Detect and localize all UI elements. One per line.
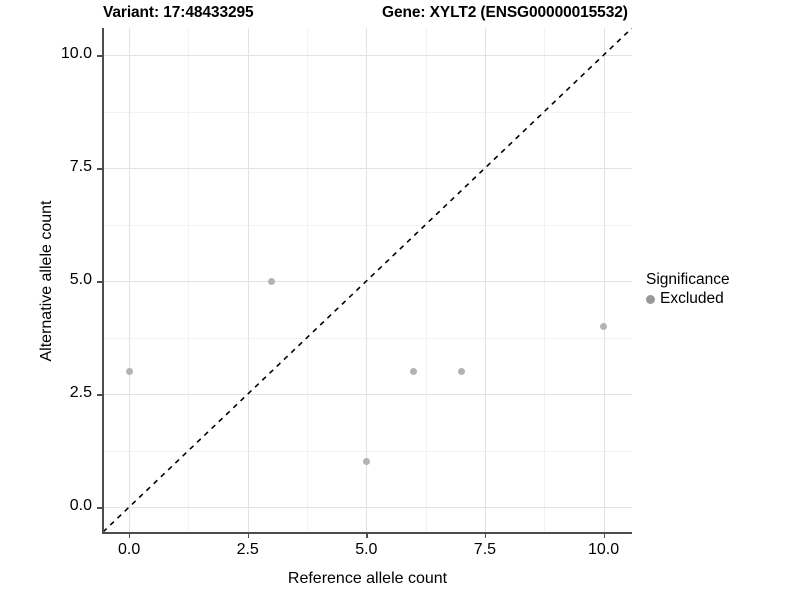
legend-dot-icon <box>646 294 655 304</box>
gridline-minor-horizontal <box>103 450 632 452</box>
gridline-major-horizontal <box>103 394 632 396</box>
y-tick-mark <box>97 168 102 170</box>
x-axis-line <box>102 532 632 534</box>
y-tick-mark <box>97 507 102 509</box>
data-point <box>410 368 418 376</box>
gridline-major-horizontal <box>103 55 632 57</box>
gridline-minor-vertical <box>544 28 546 532</box>
identity-line <box>103 28 632 532</box>
variant-title: Variant: 17:48433295 <box>103 4 254 21</box>
y-tick-label: 5.0 <box>69 271 92 289</box>
data-point <box>457 368 465 376</box>
legend: Significance Excluded <box>646 271 730 308</box>
legend-items: Excluded <box>646 290 730 308</box>
x-tick-mark <box>247 533 250 538</box>
gridline-major-horizontal <box>103 168 632 170</box>
y-tick-label: 2.5 <box>69 384 92 402</box>
gene-title: Gene: XYLT2 (ENSG00000015532) <box>382 4 628 21</box>
data-point <box>362 458 370 466</box>
plot-panel <box>103 28 632 532</box>
gridline-minor-vertical <box>188 28 190 532</box>
x-tick-label: 5.0 <box>355 541 378 558</box>
x-tick-mark <box>366 533 368 538</box>
data-point <box>125 368 133 376</box>
legend-item[interactable]: Excluded <box>646 290 730 308</box>
y-tick-label: 7.5 <box>69 158 92 176</box>
x-tick-label: 2.5 <box>236 541 259 558</box>
x-tick-label: 10.0 <box>587 541 620 558</box>
gridline-minor-horizontal <box>103 111 632 113</box>
x-tick-mark <box>603 533 605 538</box>
x-tick-mark <box>129 533 131 538</box>
gridline-minor-vertical <box>425 28 427 532</box>
x-axis-label: Reference allele count <box>287 570 448 587</box>
gridline-major-vertical <box>129 28 131 532</box>
y-tick-label: 10.0 <box>60 45 92 63</box>
gridline-minor-horizontal <box>103 337 632 339</box>
legend-title: Significance <box>646 271 730 288</box>
y-tick-label: 0.0 <box>69 497 92 515</box>
y-tick-mark <box>97 55 102 57</box>
y-axis-label: Alternative allele count <box>38 200 55 362</box>
y-tick-mark <box>97 281 102 283</box>
gridline-major-horizontal <box>103 507 632 509</box>
x-tick-label: 7.5 <box>473 541 497 558</box>
legend-item-label: Excluded <box>660 290 724 307</box>
y-tick-mark <box>97 394 102 396</box>
y-axis-line <box>102 28 104 533</box>
x-tick-mark <box>484 533 487 538</box>
data-point <box>600 322 608 330</box>
x-tick-label: 0.0 <box>117 541 141 558</box>
gridline-minor-vertical <box>307 28 308 532</box>
chart-title-row: Variant: 17:48433295 Gene: XYLT2 (ENSG00… <box>0 0 800 28</box>
gridline-major-vertical <box>247 28 249 532</box>
gridline-major-vertical <box>484 28 486 532</box>
data-point <box>267 277 275 285</box>
gridline-major-vertical <box>603 28 605 532</box>
gridline-minor-horizontal <box>103 224 632 226</box>
gridline-major-horizontal <box>103 281 632 283</box>
